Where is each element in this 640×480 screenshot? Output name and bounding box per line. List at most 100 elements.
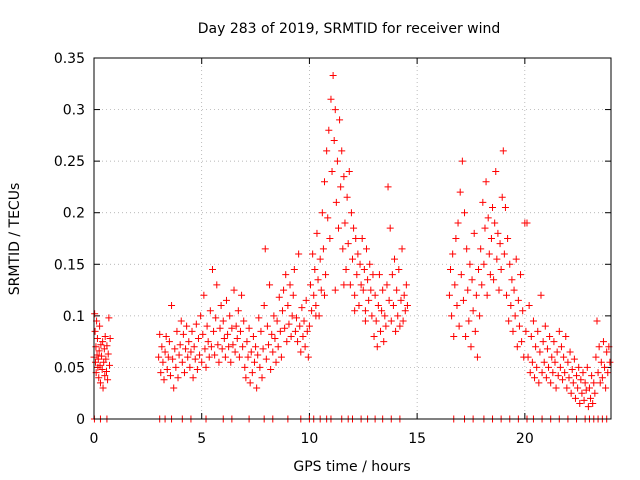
data-point	[259, 345, 267, 353]
data-point	[398, 245, 406, 253]
data-point	[381, 312, 389, 320]
data-point	[583, 363, 591, 371]
data-point	[594, 369, 602, 377]
data-point	[357, 281, 365, 289]
data-point	[332, 198, 340, 206]
data-point	[500, 250, 508, 258]
data-point	[231, 348, 239, 356]
data-point	[526, 369, 534, 377]
data-point	[271, 335, 279, 343]
data-point	[197, 312, 205, 320]
data-point	[283, 338, 291, 346]
data-point	[175, 351, 183, 359]
data-point	[464, 286, 472, 294]
chart-title: Day 283 of 2019, SRMTID for receiver win…	[198, 21, 501, 37]
data-point	[468, 276, 476, 284]
data-point	[574, 384, 582, 392]
data-point	[232, 322, 240, 330]
data-point	[320, 178, 328, 186]
data-point	[160, 376, 168, 384]
data-point	[264, 341, 272, 349]
data-point	[228, 324, 236, 332]
data-point	[597, 358, 605, 366]
data-point	[576, 400, 584, 408]
data-point	[473, 353, 481, 361]
data-point	[222, 296, 230, 304]
data-point	[156, 330, 164, 338]
data-point	[545, 363, 553, 371]
data-point	[105, 314, 113, 322]
data-point	[96, 361, 104, 369]
data-point	[216, 324, 224, 332]
data-point	[525, 302, 533, 310]
data-point	[328, 167, 336, 175]
data-point	[96, 379, 104, 387]
data-point	[346, 281, 354, 289]
data-point	[273, 317, 281, 325]
data-point	[447, 265, 455, 273]
data-point	[587, 394, 595, 402]
data-point	[403, 302, 411, 310]
data-point	[185, 338, 193, 346]
data-point	[177, 317, 185, 325]
data-point	[355, 302, 363, 310]
data-point	[522, 327, 530, 335]
data-point	[531, 374, 539, 382]
y-tick-label: 0.25	[54, 154, 85, 170]
data-point	[246, 379, 254, 387]
data-point	[330, 137, 338, 145]
data-point	[217, 302, 225, 310]
data-point	[454, 219, 462, 227]
data-point	[191, 355, 199, 363]
data-point	[508, 276, 516, 284]
data-point	[370, 332, 378, 340]
data-point	[509, 327, 517, 335]
data-point	[475, 265, 483, 273]
data-point	[457, 271, 465, 279]
data-point	[98, 365, 106, 373]
data-point	[386, 224, 394, 232]
data-point	[592, 353, 600, 361]
data-point	[501, 204, 509, 212]
data-point	[359, 286, 367, 294]
data-point	[310, 291, 318, 299]
data-point	[606, 358, 614, 366]
data-point	[254, 351, 262, 359]
data-point	[227, 358, 235, 366]
data-point	[93, 351, 101, 359]
data-point	[484, 214, 492, 222]
data-point	[450, 332, 458, 340]
data-point	[333, 157, 341, 165]
data-point	[280, 286, 288, 294]
data-point	[452, 235, 460, 242]
data-point	[368, 312, 376, 320]
data-point	[598, 374, 606, 382]
data-point	[102, 355, 110, 363]
data-point	[469, 307, 477, 315]
data-point	[445, 291, 453, 299]
data-point	[402, 281, 410, 289]
data-point	[505, 317, 513, 325]
data-point	[529, 317, 537, 325]
data-point	[312, 302, 320, 310]
data-point	[552, 384, 560, 392]
data-point	[373, 343, 381, 351]
data-point	[275, 293, 283, 301]
data-point	[548, 353, 556, 361]
data-point	[203, 322, 211, 330]
data-point	[499, 147, 507, 155]
data-point	[289, 291, 297, 299]
data-point	[290, 265, 298, 273]
data-point	[352, 235, 360, 242]
data-point	[244, 353, 252, 361]
data-point	[506, 260, 514, 268]
data-point	[302, 296, 310, 304]
data-point	[537, 291, 545, 299]
data-point	[342, 265, 350, 273]
data-point	[201, 345, 209, 353]
data-point	[295, 250, 303, 258]
data-point	[477, 245, 485, 253]
data-point	[562, 332, 570, 340]
data-point	[199, 330, 207, 338]
data-point	[164, 353, 172, 361]
